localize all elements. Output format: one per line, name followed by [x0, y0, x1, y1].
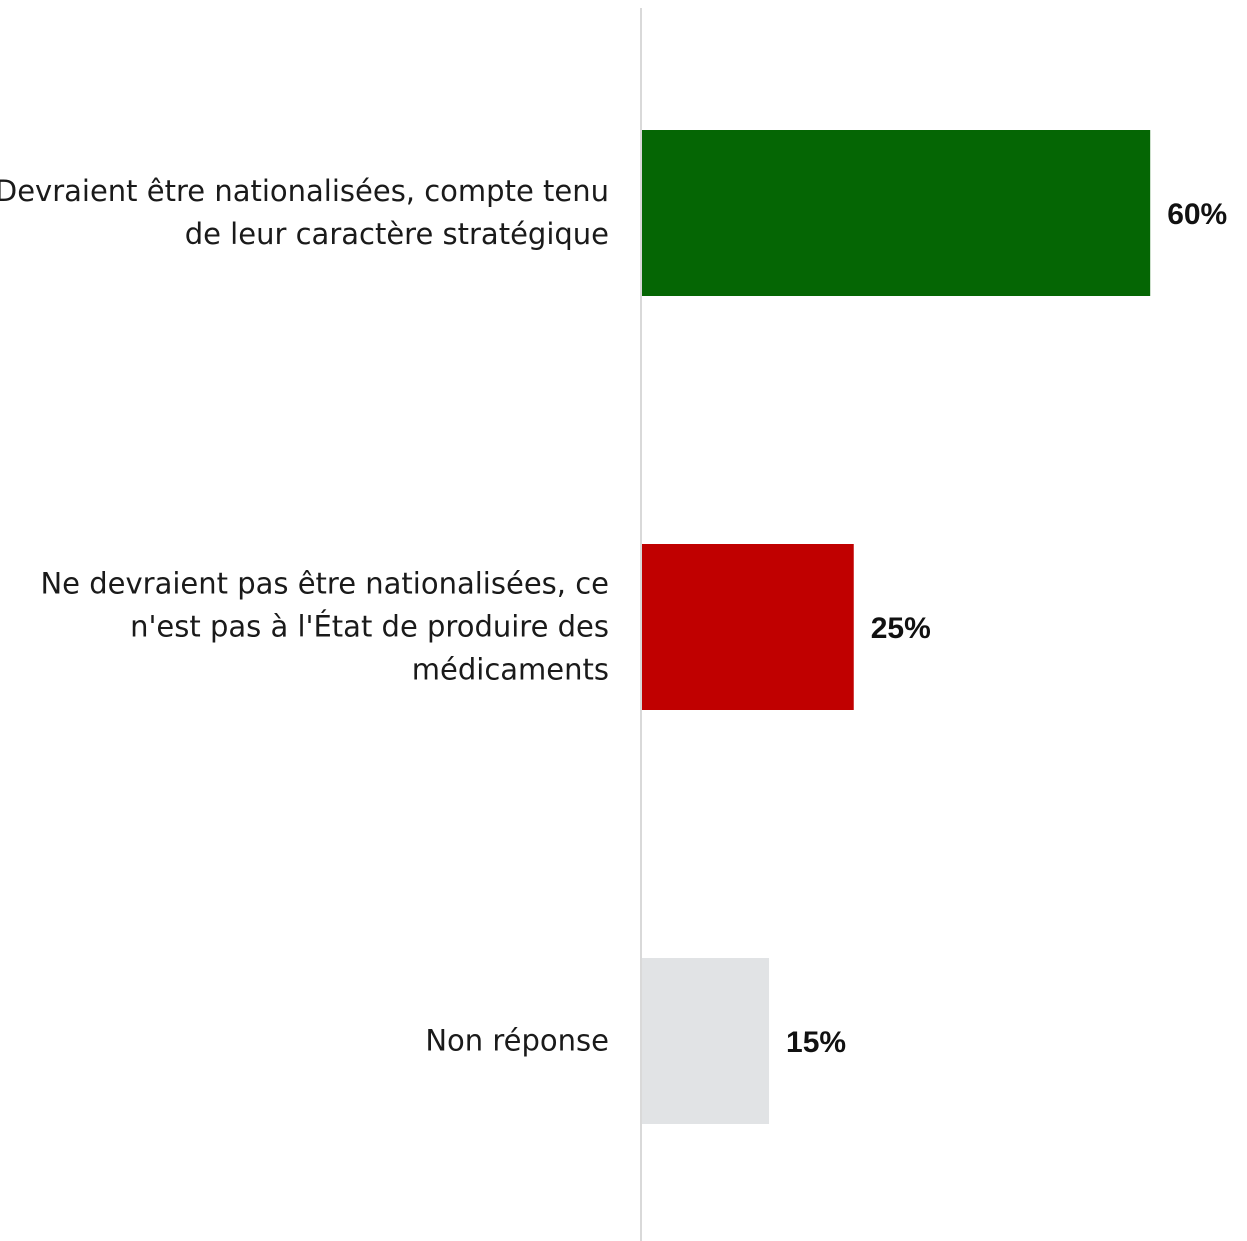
category-label-3: Non réponse: [0, 1020, 609, 1063]
bar-1: [642, 130, 1151, 296]
bars-group: [642, 130, 1151, 1124]
category-label-line: Non réponse: [425, 1023, 609, 1058]
category-label-line: Ne devraient pas être nationalisées, ce: [40, 566, 609, 601]
category-label-1: Devraient être nationalisées, compte ten…: [0, 170, 609, 256]
bar-3: [642, 958, 770, 1124]
value-labels-group: 60% 25% 15%: [786, 198, 1227, 1059]
category-label-line: n'est pas à l'État de produire des: [130, 609, 609, 644]
category-label-line: de leur caractère stratégique: [184, 217, 609, 251]
value-label-2: 25%: [871, 612, 931, 645]
bar-2: [642, 544, 854, 710]
category-label-line: Devraient être nationalisées, compte ten…: [0, 174, 609, 208]
value-label-3: 15%: [786, 1026, 846, 1059]
category-label-2: Ne devraient pas être nationalisées, ce n…: [0, 563, 609, 692]
category-label-line: médicaments: [411, 652, 609, 687]
value-label-1: 60%: [1167, 198, 1227, 231]
